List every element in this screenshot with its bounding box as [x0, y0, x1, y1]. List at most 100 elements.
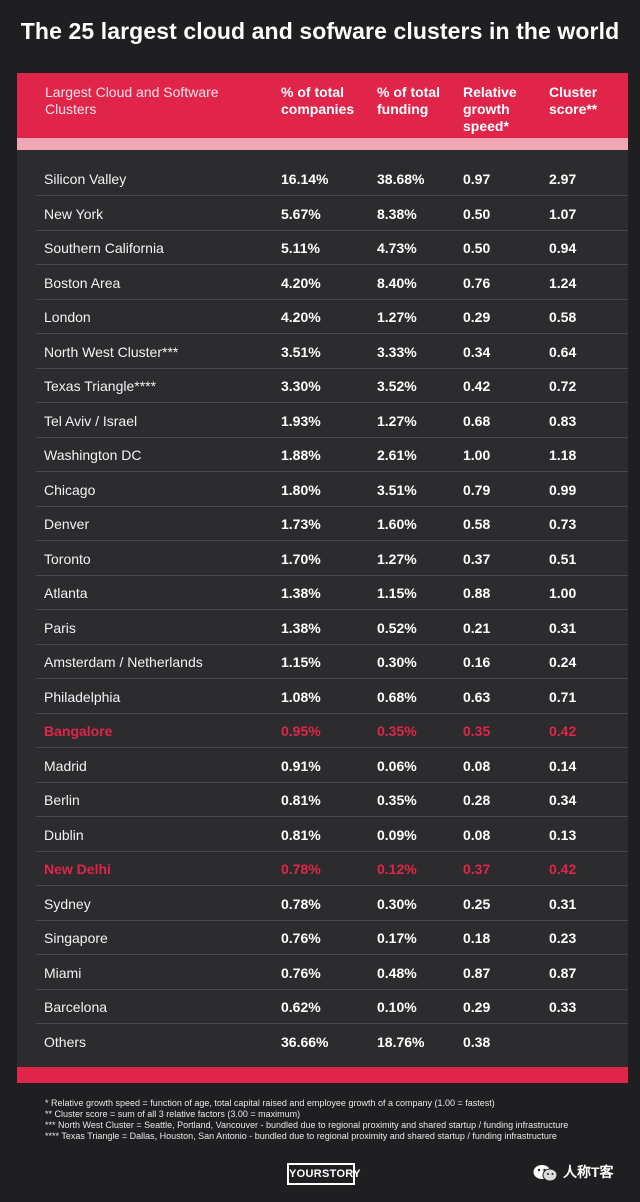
footnotes: * Relative growth speed = function of ag…: [45, 1098, 615, 1142]
cluster-name: Amsterdam / Netherlands: [44, 654, 203, 670]
companies-value: 5.11%: [281, 240, 320, 256]
score-value: 0.14: [549, 757, 577, 774]
score-value: 0.94: [549, 240, 577, 256]
table-row: Washington DC 1.88% 2.61% 1.00 1.18: [36, 437, 628, 472]
score-value: 0.83: [549, 412, 577, 429]
score-value: 1.00: [549, 585, 577, 601]
score-value: 0.31: [549, 619, 577, 636]
table-row: London 4.20% 1.27% 0.29 0.58: [36, 299, 628, 334]
funding-value: 0.48%: [377, 964, 417, 981]
companies-value: 0.76%: [281, 930, 321, 946]
score-value: 0.42: [549, 723, 577, 739]
growth-value: 1.00: [463, 447, 491, 463]
table-row: New York 5.67% 8.38% 0.50 1.07: [36, 196, 628, 231]
growth-value: 0.58: [463, 516, 491, 532]
growth-value: 0.76: [463, 274, 491, 291]
funding-value: 2.61%: [377, 447, 417, 463]
page-title: The 25 largest cloud and sofware cluster…: [20, 18, 620, 44]
funding-value: 0.30%: [377, 895, 417, 912]
score-value: 0.71: [549, 688, 577, 705]
cluster-name: Atlanta: [44, 585, 88, 601]
footer-accent-bar: [17, 1067, 628, 1083]
growth-value: 0.68: [463, 412, 491, 429]
growth-value: 0.29: [463, 999, 491, 1015]
funding-value: 0.12%: [377, 861, 417, 877]
watermark-text: 人称T客: [563, 1164, 614, 1180]
growth-value: 0.34: [463, 343, 491, 360]
companies-value: 0.62%: [281, 999, 321, 1015]
table-row: Philadelphia 1.08% 0.68% 0.63 0.71: [36, 679, 628, 714]
table-row: Sydney 0.78% 0.30% 0.25 0.31: [36, 886, 628, 921]
cluster-name: Silicon Valley: [44, 171, 127, 187]
funding-value: 0.35%: [377, 723, 417, 739]
growth-value: 0.50: [463, 240, 491, 256]
funding-value: 8.40%: [377, 274, 417, 291]
companies-value: 0.81%: [281, 826, 321, 843]
cluster-name: Denver: [44, 516, 90, 532]
cluster-name: Barcelona: [44, 999, 108, 1015]
table-row: North West Cluster*** 3.51% 3.33% 0.34 0.64: [36, 334, 628, 369]
column-header-companies: % of total companies: [281, 84, 355, 117]
footnote: *** North West Cluster = Seattle, Portla…: [45, 1120, 569, 1130]
score-value: 0.33: [549, 999, 577, 1015]
table-row: Madrid 0.91% 0.06% 0.08 0.14: [36, 748, 628, 783]
growth-value: 0.37: [463, 861, 491, 877]
score-value: 0.34: [549, 792, 577, 808]
table-row: Southern California 5.11% 4.73% 0.50 0.94: [36, 230, 628, 265]
companies-value: 1.73%: [281, 516, 321, 532]
cluster-name: Dublin: [44, 826, 84, 843]
footnote: ** Cluster score = sum of all 3 relative…: [45, 1109, 301, 1119]
funding-value: 0.52%: [377, 619, 417, 636]
score-value: 0.87: [549, 964, 577, 981]
companies-value: 1.88%: [281, 447, 321, 463]
table-row: Silicon Valley 16.14% 38.68% 0.97 2.97: [36, 161, 628, 196]
growth-value: 0.16: [463, 654, 491, 670]
table-header: [17, 73, 628, 138]
cluster-name: Madrid: [44, 757, 87, 774]
growth-value: 0.21: [463, 619, 491, 636]
growth-value: 0.42: [463, 378, 491, 394]
funding-value: 0.17%: [377, 930, 417, 946]
column-header-score: Cluster score**: [549, 84, 598, 117]
companies-value: 1.38%: [281, 585, 321, 601]
table-row: Others 36.66% 18.76% 0.38: [36, 1024, 628, 1058]
table-row: Boston Area 4.20% 8.40% 0.76 1.24: [36, 265, 628, 300]
funding-value: 0.35%: [377, 792, 417, 808]
funding-value: 1.27%: [377, 550, 417, 567]
companies-value: 0.81%: [281, 792, 321, 808]
funding-value: 4.73%: [377, 240, 417, 256]
growth-value: 0.08: [463, 826, 491, 843]
table-row: Chicago 1.80% 3.51% 0.79 0.99: [36, 472, 628, 507]
score-value: 0.13: [549, 826, 577, 843]
funding-value: 1.15%: [377, 585, 417, 601]
growth-value: 0.63: [463, 688, 491, 705]
score-value: 2.97: [549, 171, 577, 187]
cluster-name: Paris: [44, 619, 76, 636]
column-header-funding: % of total funding: [377, 84, 440, 117]
table-row: Amsterdam / Netherlands 1.15% 0.30% 0.16 0.2…: [36, 644, 628, 679]
score-value: 0.24: [549, 654, 577, 670]
table-row: Paris 1.38% 0.52% 0.21 0.31: [36, 610, 628, 645]
cluster-name: Philadelphia: [44, 688, 121, 705]
growth-value: 0.35: [463, 723, 491, 739]
funding-value: 0.09%: [377, 826, 417, 843]
growth-value: 0.97: [463, 171, 491, 187]
cluster-name: Chicago: [44, 481, 96, 498]
companies-value: 0.78%: [281, 895, 321, 912]
companies-value: 0.78%: [281, 861, 321, 877]
score-value: 0.73: [549, 516, 577, 532]
table-row: Tel Aviv / Israel 1.93% 1.27% 0.68 0.83: [36, 403, 628, 438]
companies-value: 1.38%: [281, 619, 321, 636]
funding-value: 3.51%: [377, 481, 417, 498]
cluster-name: Tel Aviv / Israel: [44, 412, 138, 429]
table-row: Berlin 0.81% 0.35% 0.28 0.34: [36, 782, 628, 817]
score-value: 1.18: [549, 447, 577, 463]
cluster-name: Sydney: [44, 895, 91, 912]
companies-value: 1.15%: [281, 654, 321, 670]
table-row: Barcelona 0.62% 0.10% 0.29 0.33: [36, 989, 628, 1024]
funding-value: 3.52%: [377, 378, 417, 394]
score-value: 1.07: [549, 205, 577, 222]
companies-value: 3.30%: [281, 378, 321, 394]
score-value: 0.31: [549, 895, 577, 912]
companies-value: 1.93%: [281, 412, 321, 429]
